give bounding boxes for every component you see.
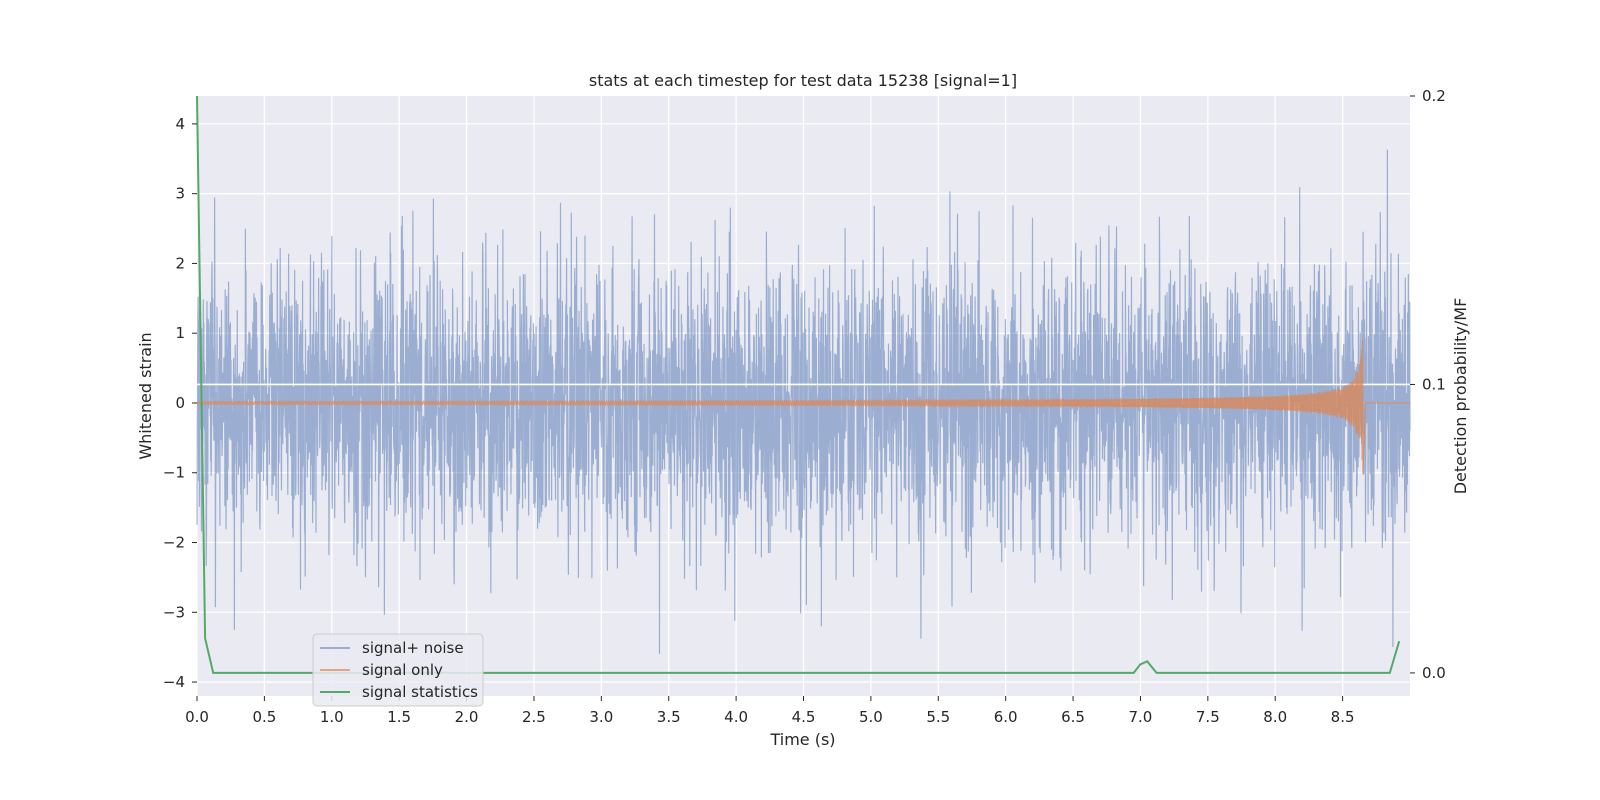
y-tick-label: −4 [163,673,185,691]
x-tick-label: 3.0 [589,708,613,726]
y-tick-label: −3 [163,603,185,621]
x-tick-label: 7.0 [1129,708,1153,726]
x-tick-label: 8.0 [1263,708,1287,726]
x-tick-label: 2.0 [455,708,479,726]
x-axis-label: Time (s) [769,730,835,749]
x-tick-label: 8.5 [1331,708,1355,726]
series-signal-only [196,339,1410,475]
y-tick-label: 1 [175,324,185,342]
x-tick-label: 1.0 [320,708,344,726]
legend-label-signal-statistics: signal statistics [362,683,478,701]
x-tick-label: 2.5 [522,708,546,726]
x-tick-label: 3.5 [657,708,681,726]
y2-tick-label: 0.0 [1422,664,1446,682]
legend-label-signal-only: signal only [362,661,443,679]
legend: signal+ noise signal only signal statist… [312,633,484,707]
series-signal-noise [196,149,1411,655]
x-tick-label: 6.0 [994,708,1018,726]
y-axis-label: Whitened strain [136,332,155,459]
series-signal-statistics [196,95,1401,674]
signal-noise-line [196,149,1411,655]
x-tick-label: 6.5 [1061,708,1085,726]
y-axis-left: 4 3 2 1 0 −1 −2 −3 −4 [163,115,197,691]
legend-label-signal-noise: signal+ noise [362,639,464,657]
x-tick-label: 1.5 [387,708,411,726]
x-tick-label: 0.5 [252,708,276,726]
legend-box [312,633,484,707]
x-tick-label: 5.0 [859,708,883,726]
x-axis: 0.0 0.5 1.0 1.5 2.0 2.5 3.0 3.5 4.0 4.5 5.0 5.5 6.0 6… [185,696,1355,726]
y2-axis-label: Detection probability/MF [1451,298,1470,495]
y2-tick-label: 0.2 [1422,87,1446,105]
y2-tick-label: 0.1 [1422,375,1446,393]
x-tick-label: 7.5 [1196,708,1220,726]
y-axis-right: 0.2 0.1 0.0 [1410,87,1446,682]
y-tick-label: −2 [163,534,185,552]
signal-statistics-line [196,95,1401,674]
chart-title: stats at each timestep for test data 152… [589,71,1017,90]
x-tick-label: 4.5 [792,708,816,726]
signal-only-line [196,339,1410,475]
y-tick-label: 3 [175,185,185,203]
y-tick-label: −1 [163,464,185,482]
y-tick-label: 2 [175,254,185,272]
y-tick-label: 0 [175,394,185,412]
x-tick-label: 0.0 [185,708,209,726]
x-tick-label: 4.0 [724,708,748,726]
x-tick-label: 5.5 [926,708,950,726]
y-tick-label: 4 [175,115,185,133]
